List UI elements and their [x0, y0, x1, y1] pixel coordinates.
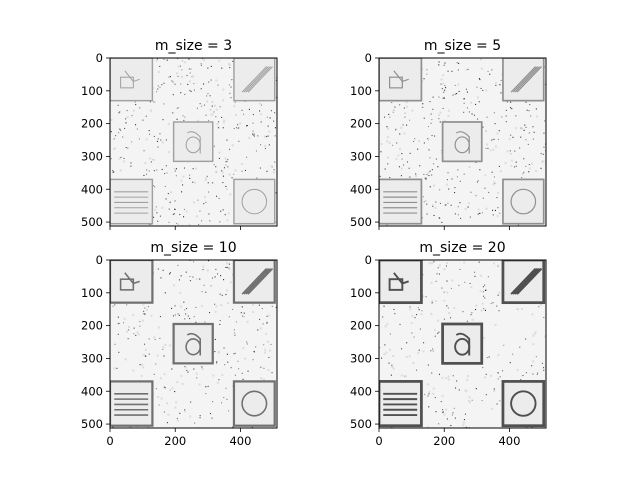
feature-box-check	[379, 58, 423, 102]
y-tick-label: 500	[350, 417, 372, 431]
x-tick-label: 0	[106, 434, 113, 448]
image-area	[379, 58, 546, 226]
feature-box-circle	[502, 178, 545, 225]
y-tick-label: 100	[350, 286, 372, 300]
feature-box-diag	[233, 58, 276, 102]
axes-frame	[109, 57, 278, 227]
x-tick-label: 200	[433, 434, 455, 448]
feature-box-lines	[379, 380, 423, 428]
panel-title: m_size = 5	[424, 38, 501, 54]
feature-box-circle	[501, 380, 546, 428]
x-tick-label: 200	[164, 434, 186, 448]
panel-title: m_size = 3	[155, 38, 232, 54]
feature-box-letter	[172, 322, 214, 365]
x-tick-label: 400	[229, 434, 251, 448]
y-tick-label: 400	[350, 384, 372, 398]
image-area	[110, 260, 277, 428]
x-tick-label: 0	[375, 434, 382, 448]
panel-title: m_size = 20	[419, 240, 505, 256]
y-tick-label: 500	[81, 215, 103, 229]
y-tick-label: 0	[96, 51, 103, 65]
y-tick-label: 300	[350, 149, 372, 163]
feature-box-lines	[379, 178, 423, 225]
feature-box-check	[110, 260, 154, 304]
panel-1: m_size = 3 0 100 200 300 400 500	[81, 38, 278, 230]
y-tick-label: 500	[81, 417, 103, 431]
feature-box-letter	[441, 322, 484, 365]
y-tick-label: 100	[350, 84, 372, 98]
panel-title: m_size = 10	[150, 240, 236, 256]
y-tick-label: 300	[81, 351, 103, 365]
y-tick-label: 200	[81, 117, 103, 131]
y-tick-label: 400	[81, 182, 103, 196]
feature-box-check	[379, 260, 423, 305]
y-tick-label: 300	[81, 149, 103, 163]
y-tick-label: 0	[365, 253, 372, 267]
panel-2: m_size = 5 0 100 200 300 400 500	[350, 38, 547, 230]
y-tick-label: 0	[96, 253, 103, 267]
y-tick-label: 400	[350, 182, 372, 196]
y-tick-label: 300	[350, 351, 372, 365]
image-area	[379, 260, 546, 428]
y-tick-label: 200	[350, 319, 372, 333]
y-tick-label: 100	[81, 286, 103, 300]
x-tick-label: 400	[498, 434, 520, 448]
feature-box-diag	[232, 260, 276, 304]
image-area	[110, 58, 277, 226]
y-tick-label: 0	[365, 51, 372, 65]
feature-box-circle	[232, 380, 276, 427]
y-tick-label: 500	[350, 215, 372, 229]
feature-box-circle	[233, 178, 276, 225]
feature-box-lines	[110, 380, 154, 427]
y-tick-label: 200	[350, 117, 372, 131]
feature-box-diag	[502, 58, 545, 102]
feature-box-letter	[441, 121, 483, 163]
axes-frame	[378, 259, 547, 429]
axes-frame	[109, 259, 278, 429]
feature-box-check	[110, 58, 154, 102]
feature-box-letter	[172, 121, 214, 163]
feature-box-diag	[501, 260, 546, 305]
axes-frame	[378, 57, 547, 227]
y-tick-label: 400	[81, 384, 103, 398]
feature-box-lines	[110, 178, 154, 225]
y-tick-label: 200	[81, 319, 103, 333]
y-tick-label: 100	[81, 84, 103, 98]
